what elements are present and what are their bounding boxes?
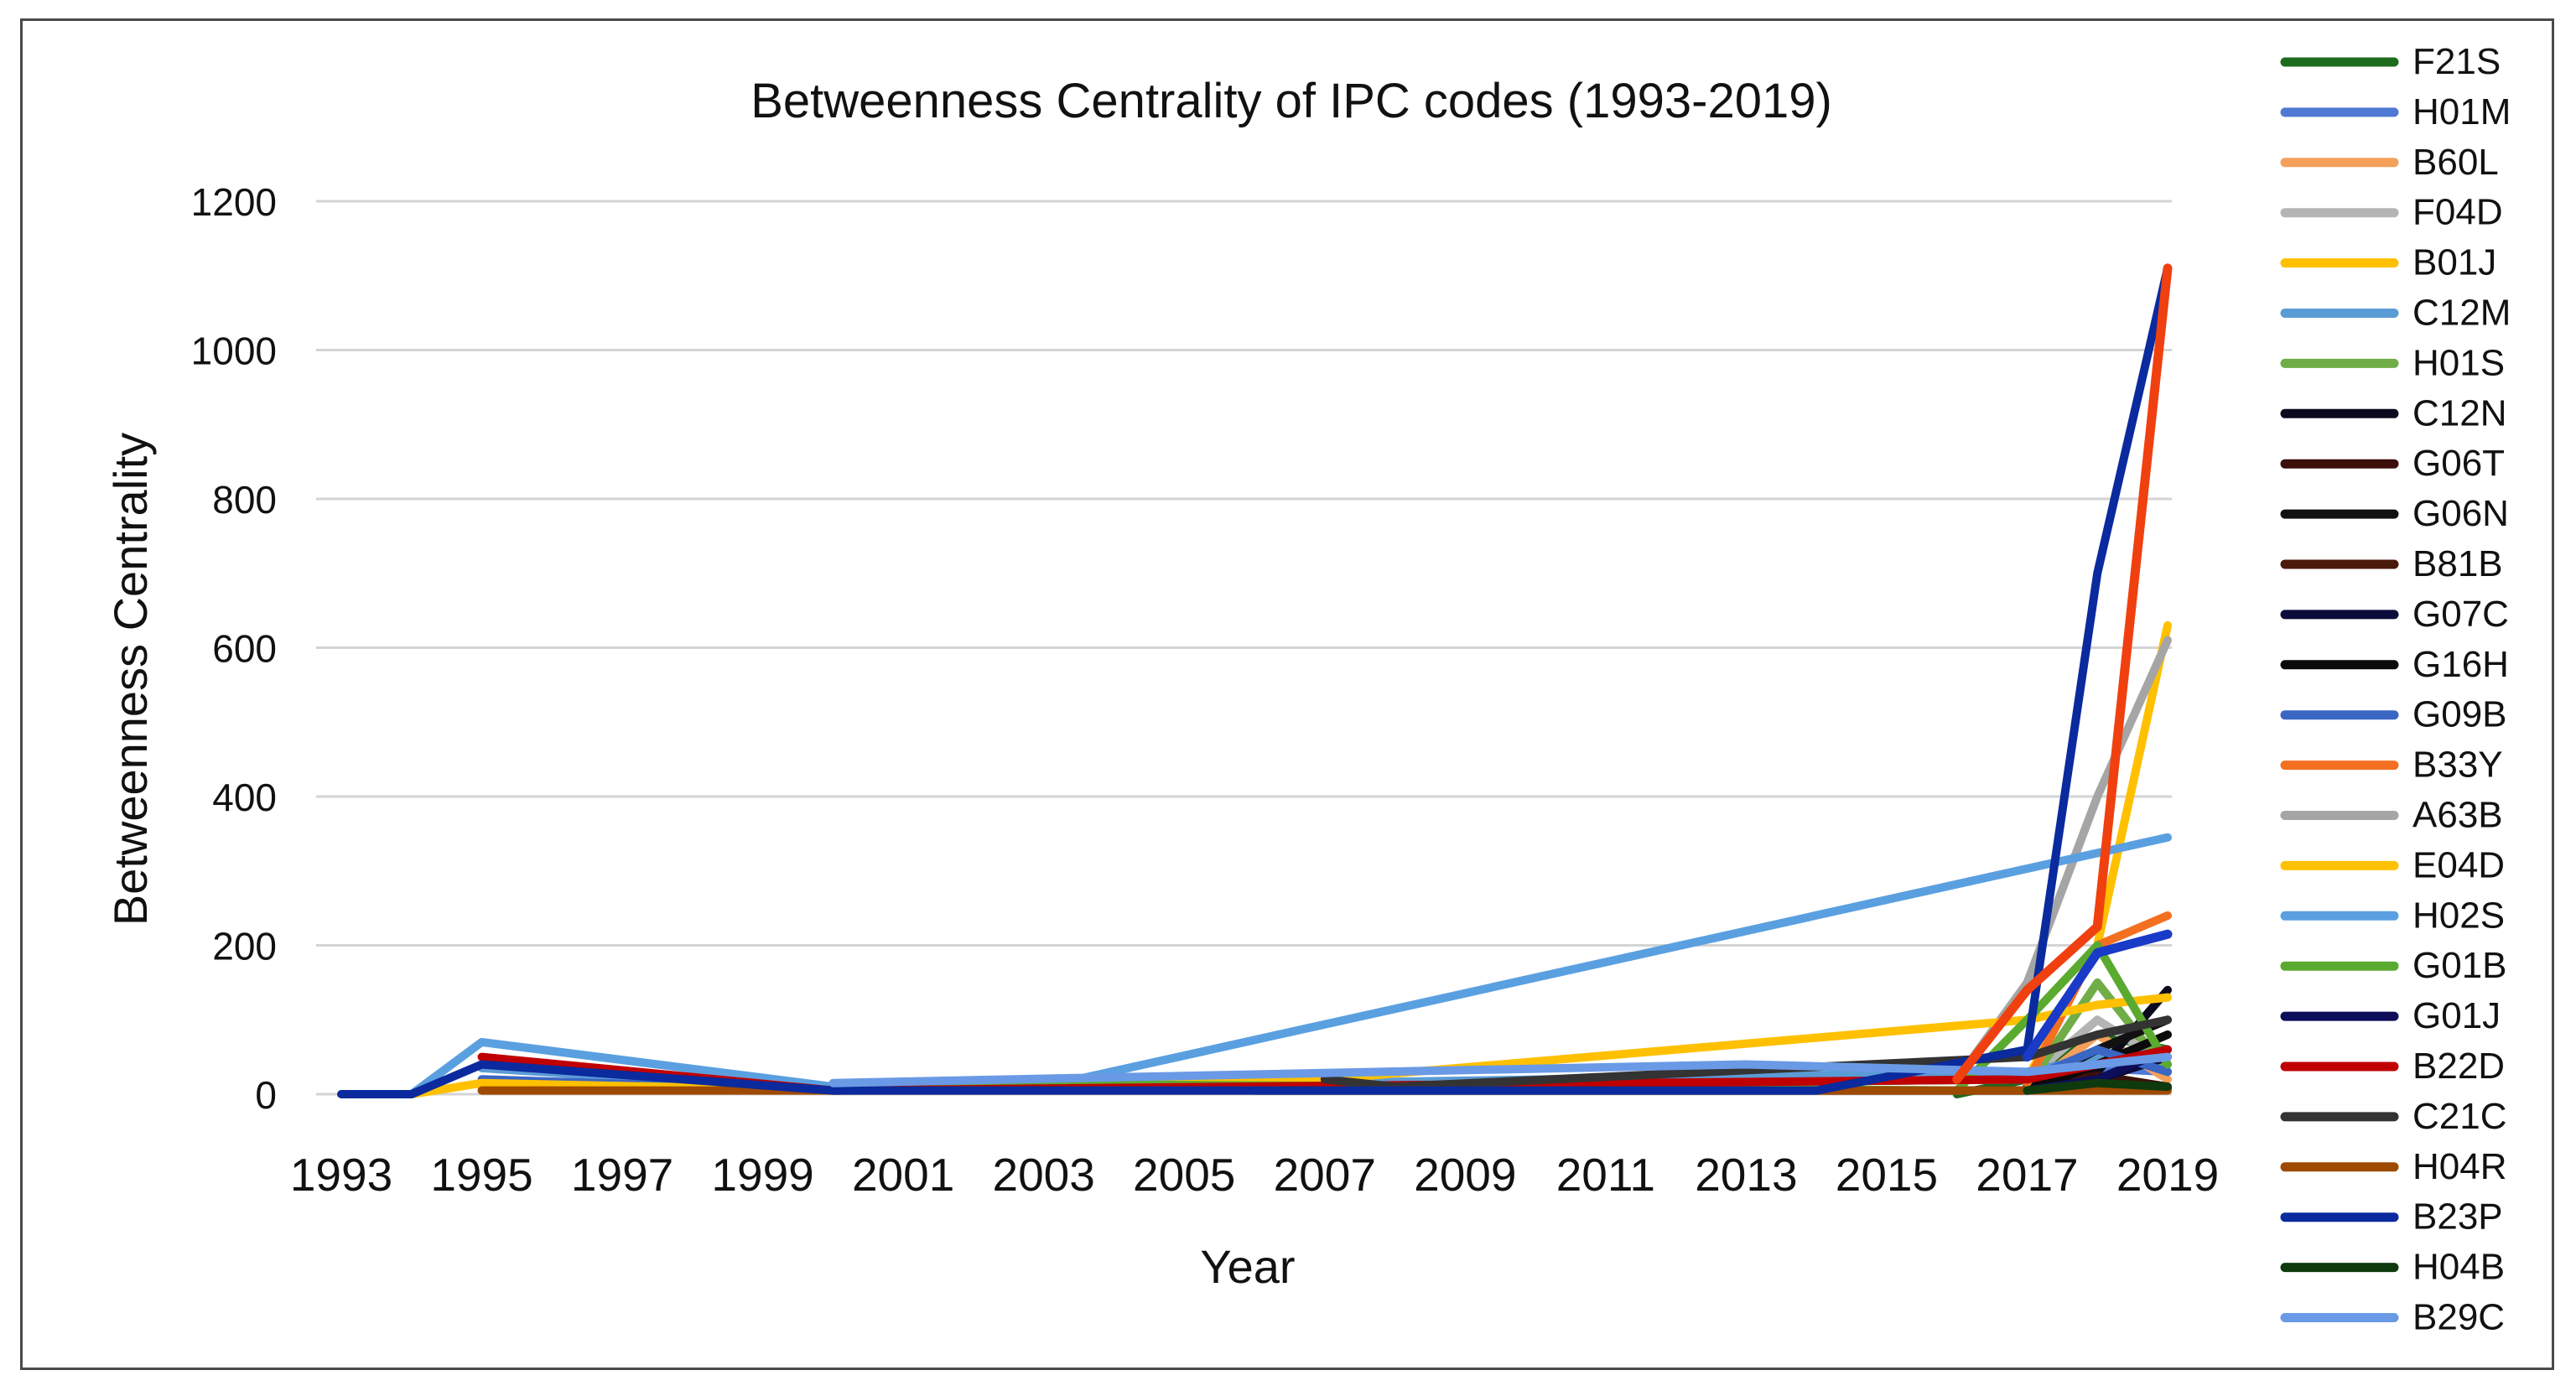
x-tick-2003: 2003 xyxy=(993,1149,1095,1201)
y-tick-0: 0 xyxy=(255,1073,277,1117)
x-tick-2013: 2013 xyxy=(1695,1149,1797,1201)
legend: F21S H01M B60L F04D B01J C12M H01S C12N G06T G06N… xyxy=(2280,41,2511,1338)
series-lines xyxy=(337,263,2173,1098)
x-tick-2017: 2017 xyxy=(1976,1149,2078,1201)
y-tick-1000: 1000 xyxy=(191,330,277,373)
series-line-B29C xyxy=(828,1052,2172,1087)
legend-label-G01J: G01J xyxy=(2412,995,2501,1036)
chart-frame xyxy=(20,18,2554,1370)
x-axis-label: Year xyxy=(1200,1240,1295,1293)
series-line-H04B xyxy=(2023,1078,2172,1095)
x-tick-1993: 1993 xyxy=(290,1149,392,1201)
legend-label-G16H: G16H xyxy=(2412,644,2509,685)
x-tick-2009: 2009 xyxy=(1414,1149,1516,1201)
series-line-H02S xyxy=(407,833,2172,1098)
legend-label-E04D: E04D xyxy=(2412,844,2505,885)
legend-label-B81B: B81B xyxy=(2412,543,2503,584)
y-axis-label: Betweenness Centrality xyxy=(104,433,157,926)
legend-label-B60L: B60L xyxy=(2412,142,2499,183)
legend-label-F04D: F04D xyxy=(2412,192,2503,233)
x-tick-2007: 2007 xyxy=(1274,1149,1376,1201)
x-tick-1997: 1997 xyxy=(571,1149,673,1201)
x-tick-2005: 2005 xyxy=(1133,1149,1235,1201)
y-tick-200: 200 xyxy=(212,925,277,968)
y-tick-600: 600 xyxy=(212,627,277,671)
legend-label-H04B: H04B xyxy=(2412,1247,2505,1288)
series-line-B33Y-peak xyxy=(1952,263,2173,1084)
legend-label-G06N: G06N xyxy=(2412,493,2509,534)
legend-label-B29C: B29C xyxy=(2412,1297,2505,1338)
y-tick-labels: 0 200 400 600 800 1000 1200 xyxy=(191,180,277,1117)
x-tick-1999: 1999 xyxy=(711,1149,813,1201)
legend-label-G01B: G01B xyxy=(2412,945,2507,986)
legend-label-C12M: C12M xyxy=(2412,293,2511,334)
series-line-B23P-late xyxy=(2023,929,2173,1062)
y-tick-800: 800 xyxy=(212,478,277,522)
gridlines xyxy=(316,200,2172,1096)
legend-label-C21C: C21C xyxy=(2412,1096,2507,1137)
legend-label-H02S: H02S xyxy=(2412,895,2505,936)
legend-label-G09B: G09B xyxy=(2412,694,2507,735)
x-tick-2015: 2015 xyxy=(1836,1149,1938,1201)
legend-label-H01S: H01S xyxy=(2412,342,2505,383)
legend-label-C12N: C12N xyxy=(2412,392,2507,433)
y-tick-400: 400 xyxy=(212,776,277,819)
legend-label-B01J: B01J xyxy=(2412,242,2496,283)
x-tick-labels: 1993 1995 1997 1999 2001 2003 2005 2007 2009 2011… xyxy=(290,1149,2219,1201)
legend-label-B22D: B22D xyxy=(2412,1046,2505,1087)
legend-label-H01M: H01M xyxy=(2412,91,2511,132)
x-tick-1995: 1995 xyxy=(430,1149,532,1201)
legend-label-H04R: H04R xyxy=(2412,1146,2507,1187)
x-tick-2019: 2019 xyxy=(2116,1149,2219,1201)
legend-label-F21S: F21S xyxy=(2412,41,2501,82)
legend-label-B23P: B23P xyxy=(2412,1196,2503,1238)
x-tick-2001: 2001 xyxy=(852,1149,954,1201)
legend-label-G06T: G06T xyxy=(2412,443,2505,484)
series-line-B23P xyxy=(337,263,2172,1098)
chart-title: Betweenness Centrality of IPC codes (199… xyxy=(750,74,1832,128)
legend-label-G07C: G07C xyxy=(2412,594,2509,635)
legend-label-A63B: A63B xyxy=(2412,795,2503,836)
x-tick-2011: 2011 xyxy=(1556,1149,1655,1201)
legend-label-B33Y: B33Y xyxy=(2412,745,2503,786)
y-tick-1200: 1200 xyxy=(191,180,277,224)
